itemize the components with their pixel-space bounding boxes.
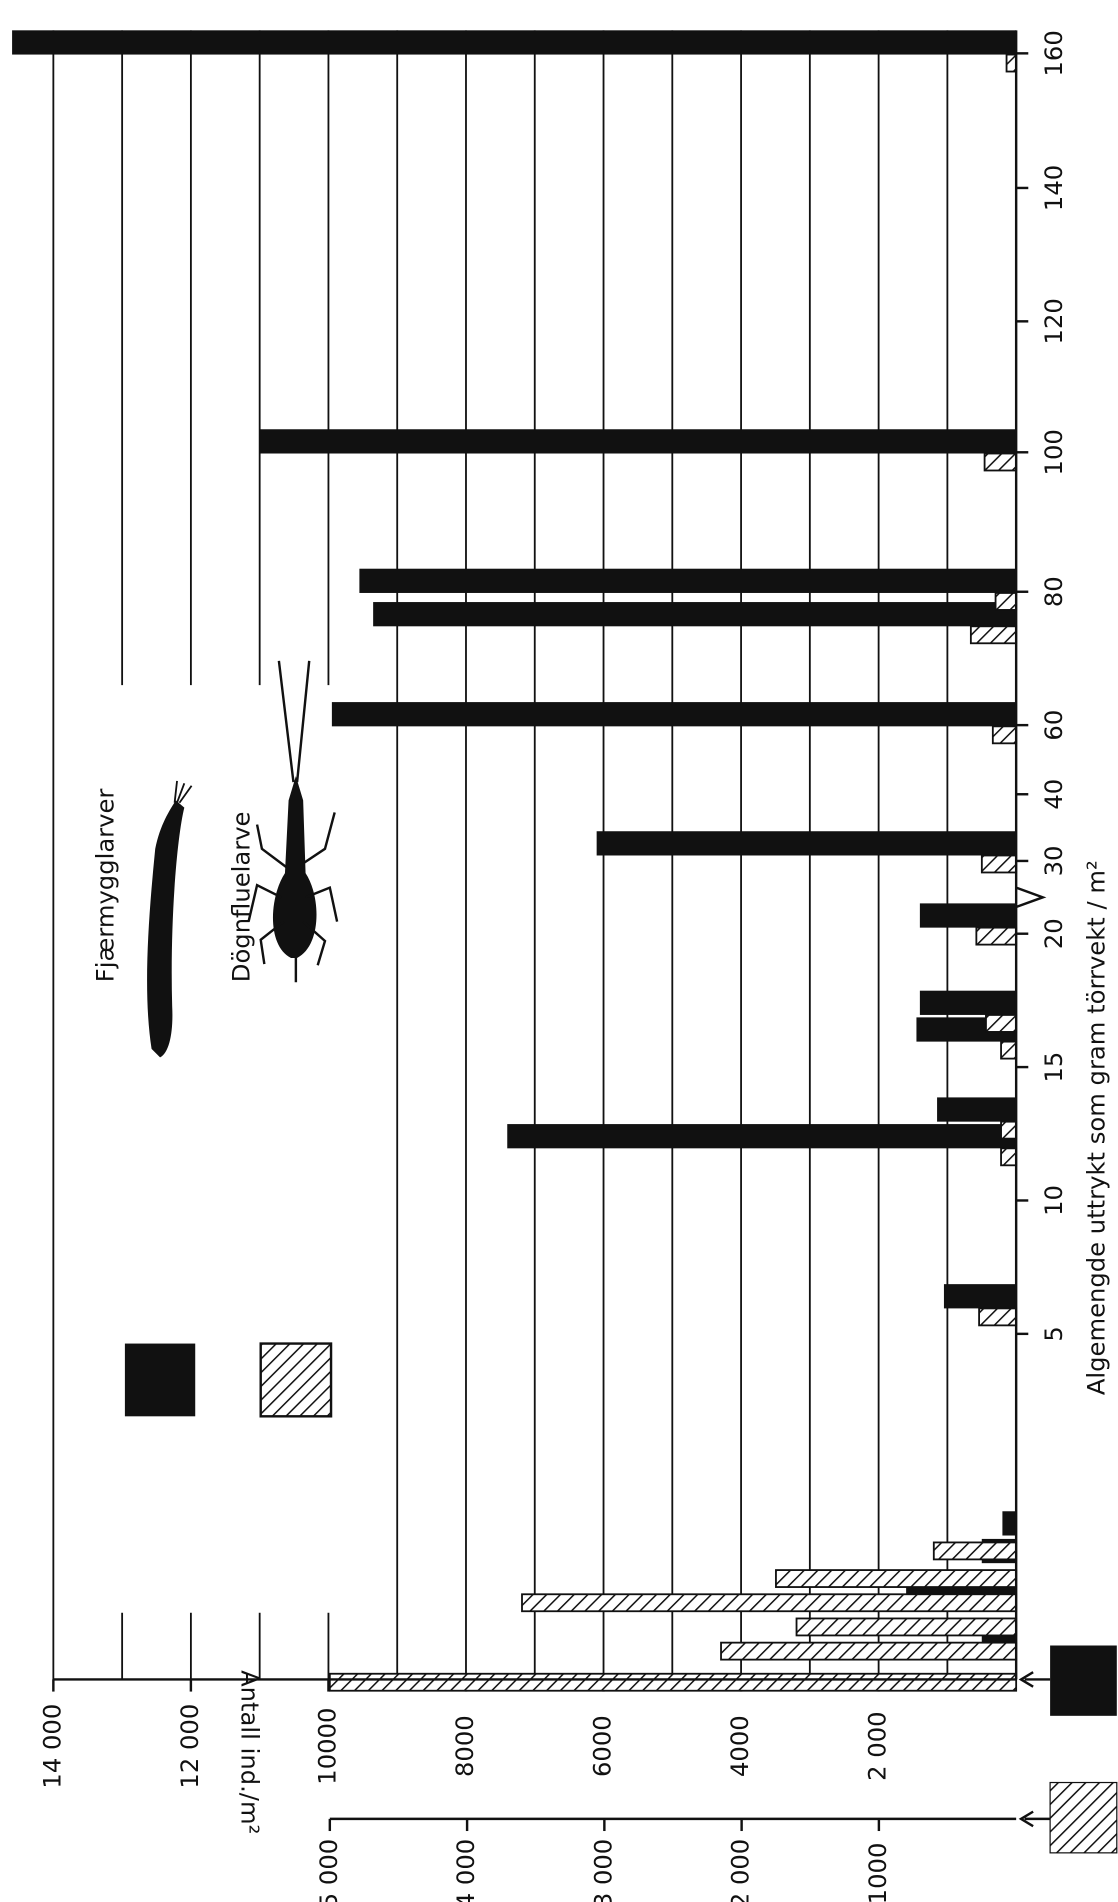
bar	[919, 903, 1017, 928]
bar	[359, 568, 1017, 593]
bar	[969, 625, 1018, 645]
bar	[259, 429, 1017, 454]
bar	[937, 1097, 1017, 1122]
y-tick-label: 12 000	[175, 1704, 204, 1789]
y-tick-label: 6000	[588, 1715, 617, 1777]
y-tick-label: 4000	[725, 1715, 754, 1777]
legend-label: Fjærmygglarver	[91, 789, 120, 983]
bar	[12, 30, 1017, 55]
x-tick-label: 120	[1039, 298, 1068, 344]
bar	[943, 1284, 1017, 1309]
bar	[331, 702, 1017, 727]
y2-tick-label: 4 000	[451, 1839, 480, 1902]
arrow	[1018, 1671, 1051, 1688]
x-tick-label: 5	[1039, 1326, 1068, 1341]
bar	[1005, 53, 1018, 73]
y-tick-label: 10000	[312, 1708, 341, 1785]
mayfly-icon	[247, 660, 339, 983]
y-tick-label: 14 000	[37, 1704, 66, 1789]
x-tick-label: 40	[1039, 779, 1068, 810]
y-axis-title: Antall ind./m²	[236, 1670, 265, 1834]
bar	[919, 990, 1017, 1015]
arrow	[1018, 1810, 1051, 1828]
legend-label: Dögnfluelarve	[227, 812, 256, 983]
x-tick-label: 140	[1039, 165, 1068, 211]
bar	[795, 1617, 1018, 1637]
y2-tick-label: 2 000	[726, 1839, 755, 1902]
x-tick-label: 100	[1039, 429, 1068, 475]
y2-tick-label: 1000	[863, 1843, 892, 1902]
axis-break	[1015, 886, 1047, 909]
y-tick-label: 2 000	[863, 1711, 892, 1780]
x-axis-title: Algemengde uttrykt som gram törrvekt / m…	[1081, 860, 1110, 1395]
y-axis-marker	[1050, 1645, 1117, 1716]
bar	[978, 1307, 1018, 1327]
x-tick-label: 10	[1039, 1185, 1068, 1216]
x-tick-label: 60	[1039, 710, 1068, 741]
legend-swatch	[124, 1343, 196, 1417]
bar	[991, 725, 1018, 745]
bar	[1000, 1120, 1018, 1140]
bar	[983, 452, 1018, 472]
x-tick-label: 160	[1039, 30, 1068, 76]
bar	[1000, 1147, 1018, 1167]
bar	[975, 926, 1018, 946]
bar	[775, 1569, 1018, 1588]
y2-tick-label: 3 000	[588, 1839, 617, 1902]
bar	[1000, 1040, 1018, 1060]
bar	[720, 1641, 1018, 1661]
bar	[980, 854, 1018, 874]
plot: Fjærmygglarver Dögnfluelarve Algemengde …	[12, 30, 1118, 1902]
larva-icon	[147, 780, 193, 1058]
bar	[328, 1672, 1018, 1692]
x-tick-label: 20	[1039, 918, 1068, 949]
bar	[596, 831, 1017, 856]
y2-axis-marker	[1049, 1781, 1118, 1854]
legend-swatch	[259, 1342, 333, 1418]
x-tick-label: 15	[1039, 1052, 1068, 1083]
bar	[994, 592, 1018, 611]
bar	[1002, 1511, 1017, 1536]
bar	[521, 1593, 1018, 1613]
bar	[373, 602, 1017, 627]
y2-tick-label: 5 000	[314, 1839, 343, 1902]
x-tick-label: 30	[1039, 846, 1068, 877]
x-tick-label: 80	[1039, 576, 1068, 607]
bar	[985, 1014, 1018, 1033]
bar	[932, 1541, 1018, 1561]
bar	[507, 1124, 1017, 1149]
y-tick-label: 8000	[450, 1715, 479, 1777]
